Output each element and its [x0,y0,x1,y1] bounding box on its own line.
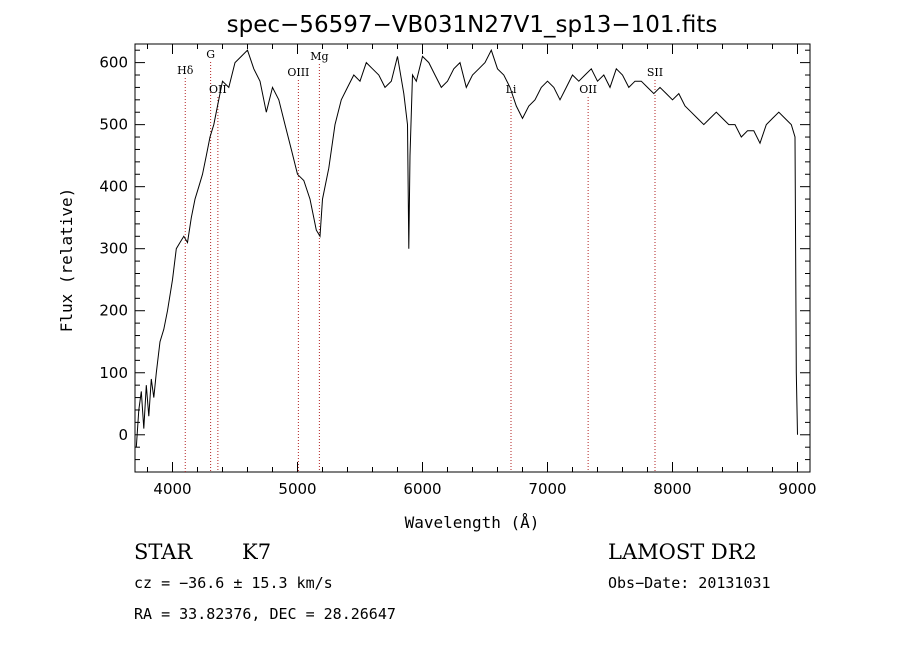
y-tick-label: 300 [99,240,128,258]
plot-frame [134,43,811,473]
x-tick-label: 4000 [153,480,191,498]
x-tick-label: 6000 [403,480,441,498]
plot-border [134,43,811,473]
axis-ticks: 4000 5000 6000 7000 8000 9000 0 100 200 300 400 500… [99,44,817,498]
x-tick-label: 9000 [778,480,816,498]
y-tick-label: 0 [118,426,128,444]
spectral-line-label: G [206,48,215,61]
y-tick-label: 600 [99,54,128,72]
y-tick-label: 400 [99,178,128,196]
x-tick-label: 5000 [278,480,316,498]
spectrum-series-line [135,48,798,448]
redshift-info: cz = −36.6 ± 15.3 km/s [134,574,333,592]
object-class: STAR [134,540,193,564]
x-tick-label: 7000 [528,480,566,498]
y-tick-label: 200 [99,302,128,320]
y-tick-label: 100 [99,364,128,382]
x-tick-label: 8000 [653,480,691,498]
observation-date: Obs−Date: 20131031 [608,574,771,592]
y-tick-label: 500 [99,116,128,134]
object-subclass: K7 [242,540,272,564]
spectral-line-label: OIII [287,66,309,79]
survey-name: LAMOST DR2 [608,540,757,564]
spectral-line-label: SII [647,66,663,79]
y-axis-label: Flux (relative) [57,188,76,333]
spectral-line-label: OII [209,83,227,96]
x-axis-label: Wavelength (Å) [405,513,540,532]
spectral-line-label: Mg [310,50,328,63]
coordinates: RA = 33.82376, DEC = 28.26647 [134,605,396,623]
chart-title: spec−56597−VB031N27V1_sp13−101.fits [227,12,718,38]
spectral-line-label: OII [579,83,597,96]
spectral-line-label: Hδ [177,64,194,77]
